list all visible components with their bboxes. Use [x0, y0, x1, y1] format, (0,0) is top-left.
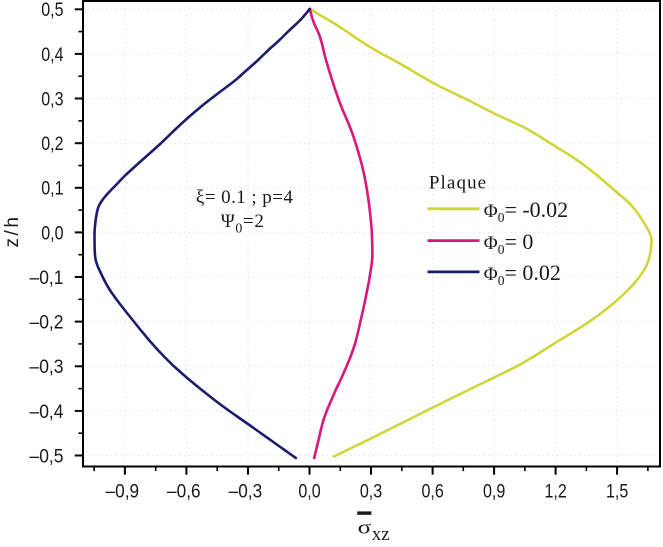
svg-text:1,5: 1,5: [606, 482, 628, 503]
svg-text:z/h: z/h: [2, 215, 23, 248]
svg-text:–0,5: –0,5: [30, 446, 64, 467]
svg-text:–0,3: –0,3: [229, 482, 263, 503]
svg-text:Φ0= 0: Φ0= 0: [484, 229, 534, 257]
svg-text:–0,3: –0,3: [30, 357, 64, 378]
svg-text:σ: σ: [358, 517, 372, 538]
svg-text:0,9: 0,9: [483, 482, 505, 503]
svg-text:0,3: 0,3: [360, 482, 382, 503]
svg-text:0,0: 0,0: [298, 482, 320, 503]
svg-text:Plaque: Plaque: [429, 172, 487, 193]
svg-text:0,0: 0,0: [41, 223, 63, 244]
svg-text:–0,2: –0,2: [30, 313, 64, 334]
svg-text:0,2: 0,2: [41, 134, 63, 155]
svg-text:ξ= 0.1 ; p=4: ξ= 0.1 ; p=4: [196, 187, 294, 208]
svg-text:0,6: 0,6: [421, 482, 443, 503]
svg-text:0,4: 0,4: [41, 45, 64, 66]
svg-text:0,5: 0,5: [41, 0, 63, 21]
svg-text:–0,9: –0,9: [106, 482, 140, 503]
svg-text:–0,1: –0,1: [30, 268, 64, 289]
svg-text:1,2: 1,2: [544, 482, 566, 503]
svg-text:–0,6: –0,6: [167, 482, 201, 503]
svg-text:–0,4: –0,4: [30, 402, 64, 423]
svg-text:xz: xz: [372, 524, 390, 542]
svg-text:Φ0= 0.02: Φ0= 0.02: [484, 260, 561, 288]
svg-text:Φ0= -0.02: Φ0= -0.02: [484, 197, 568, 225]
svg-text:0,3: 0,3: [41, 89, 63, 110]
svg-text:0,1: 0,1: [41, 179, 63, 200]
